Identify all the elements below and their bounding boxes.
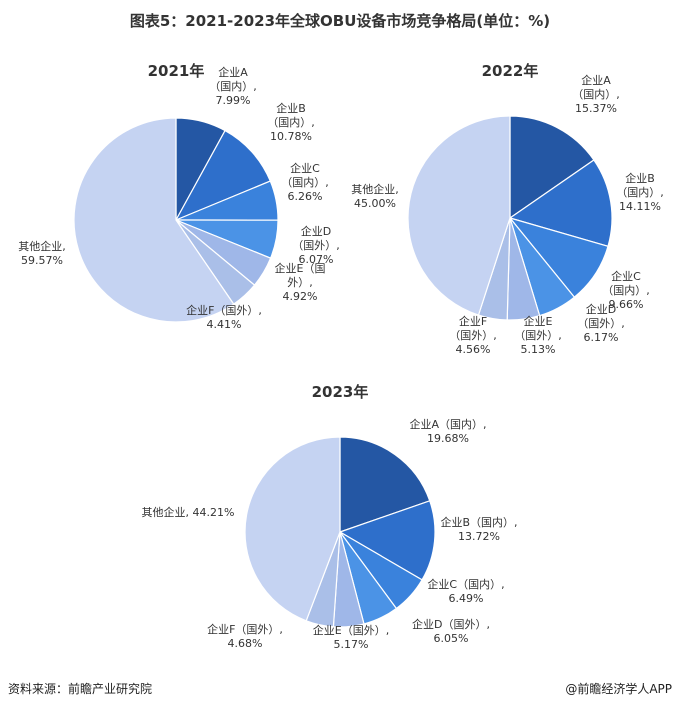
pie-slice — [338, 500, 436, 581]
slice-label: 企业D （国外）, 6.17% — [577, 302, 625, 344]
slice-label: 企业C （国内）, 6.26% — [281, 161, 329, 203]
slice-label: 企业D （国外）, 6.07% — [292, 224, 340, 266]
source-note: 资料来源：前瞻产业研究院 — [8, 682, 153, 696]
slice-label: 企业B （国内）, 14.11% — [616, 171, 664, 213]
slice-label: 其他企业, 44.21% — [142, 505, 235, 519]
slice-label: 企业A （国内）, 7.99% — [209, 65, 257, 107]
pie-slice — [509, 115, 595, 220]
slice-label: 企业A（国内）, 19.68% — [409, 417, 486, 445]
slice-label: 企业E（国外）, 4.92% — [275, 261, 326, 303]
pie-slice — [174, 129, 272, 222]
slice-label: 企业C（国内）, 6.49% — [427, 577, 504, 605]
brand-note: @前瞻经济学人APP — [565, 682, 672, 696]
slice-label: 企业A （国内）, 15.37% — [572, 73, 620, 115]
slice-label: 企业F （国外）, 4.56% — [449, 314, 497, 356]
slice-label: 企业E（国外）, 5.17% — [313, 623, 389, 651]
chart-title: 2023年 — [312, 383, 369, 401]
slice-label: 企业B（国内）, 13.72% — [440, 515, 517, 543]
slice-label: 企业C （国内）, 9.66% — [602, 269, 650, 311]
pie-chart-1: 2021年 企业A （国内）, 7.99%企业B （国内）, 10.78% 企业C （国内）,… — [18, 62, 340, 331]
pie-slice — [407, 115, 511, 316]
slice-label: 其他企业, 45.00% — [351, 182, 399, 210]
slice-label: 企业F（国外）, 4.68% — [207, 622, 283, 650]
pie-slice — [73, 117, 235, 323]
chart-title: 2021年 — [148, 62, 205, 80]
chart-title: 2022年 — [482, 62, 539, 80]
pie-slice — [244, 436, 341, 622]
slice-label: 企业F（国外）, 4.41% — [186, 303, 262, 331]
slice-label: 企业E （国外）, 5.13% — [514, 314, 562, 356]
slice-label: 企业D（国外）, 6.05% — [412, 617, 490, 645]
slice-label: 企业B （国内）, 10.78% — [267, 101, 315, 143]
figure-title: 图表5：2021-2023年全球OBU设备市场竞争格局(单位：%) — [129, 12, 551, 30]
slice-label: 其他企业, 59.57% — [18, 239, 66, 267]
